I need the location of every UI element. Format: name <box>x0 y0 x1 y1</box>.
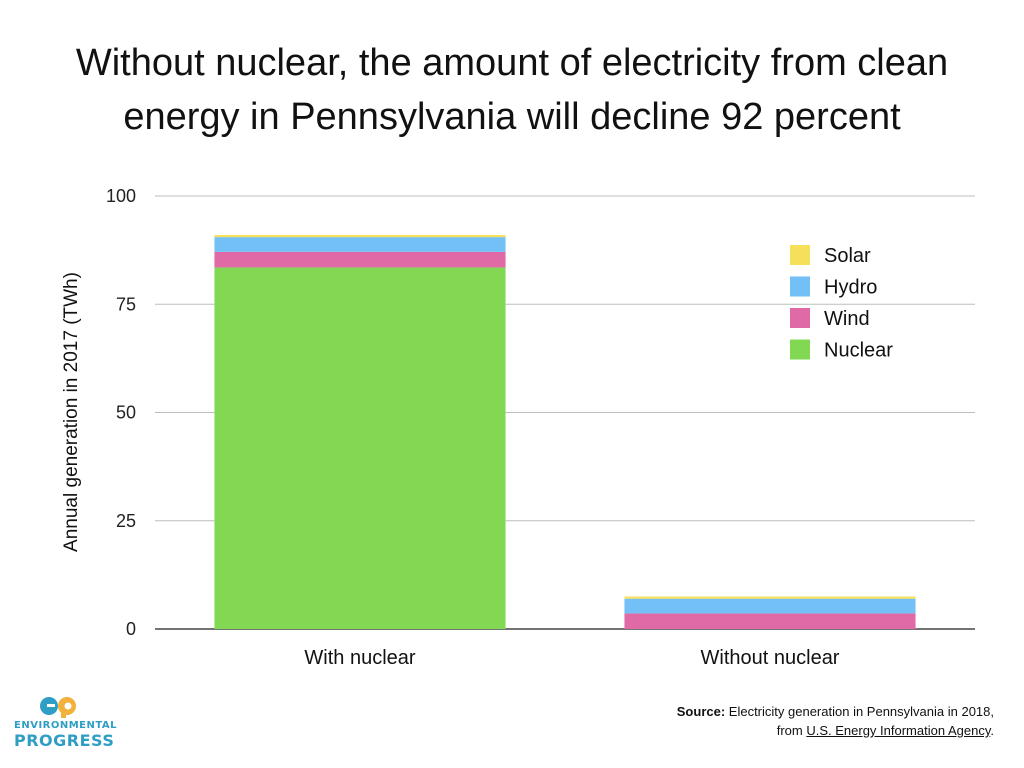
chart-title: Without nuclear, the amount of electrici… <box>20 36 1004 144</box>
bar-segment-nuclear-1 <box>214 267 506 629</box>
y-tick-label: 75 <box>116 294 136 314</box>
source-lead: Source: <box>676 704 726 719</box>
x-category-label: With nuclear <box>304 647 415 669</box>
legend-label-hydro: Hydro <box>824 277 877 299</box>
logo-text-line-2: PROGRESS <box>14 731 115 750</box>
environmental-progress-logo: ENVIRONMENTAL PROGRESS <box>14 694 118 754</box>
chart-title-line-1: Without nuclear, the amount of electrici… <box>75 42 949 84</box>
legend-label-nuclear: Nuclear <box>824 340 893 362</box>
legend-swatch-nuclear <box>790 339 810 360</box>
source-line-2: from U.S. Energy Information Agency. <box>394 721 994 740</box>
logo-text-line-1: ENVIRONMENTAL <box>14 720 118 731</box>
legend-swatch-solar <box>790 245 810 265</box>
bar-segment-wind-1 <box>214 251 506 268</box>
y-tick-label: 0 <box>126 619 136 639</box>
bar-segment-wind-2 <box>624 613 916 629</box>
bar-segment-hydro-1 <box>214 237 506 252</box>
source-prefix: from <box>776 723 807 738</box>
y-axis-title: Annual generation in 2017 (TWh) <box>61 272 82 552</box>
source-line-1: Source: Electricity generation in Pennsy… <box>394 702 994 721</box>
legend-label-solar: Solar <box>824 245 871 267</box>
source-note: Source: Electricity generation in Pennsy… <box>394 702 994 740</box>
y-tick-label: 50 <box>116 403 136 423</box>
bar-segment-solar-2 <box>624 596 916 599</box>
legend-swatch-wind <box>790 308 810 328</box>
legend-swatch-hydro <box>790 276 810 297</box>
legend-label-wind: Wind <box>824 308 870 330</box>
chart-title-line-2: energy in Pennsylvania will decline 92 p… <box>123 96 901 138</box>
source-suffix: . <box>990 723 994 738</box>
y-tick-label: 25 <box>116 511 136 531</box>
source-description: Electricity generation in Pennsylvania i… <box>725 704 994 719</box>
bar-segment-hydro-2 <box>624 598 916 614</box>
logo-mark-icon <box>40 697 76 718</box>
bar-segment-solar-1 <box>214 234 506 238</box>
y-tick-label: 100 <box>106 186 136 206</box>
bars <box>214 234 916 629</box>
x-axis-categories: With nuclear Without nuclear <box>304 647 839 669</box>
source-link[interactable]: U.S. Energy Information Agency <box>806 723 991 738</box>
y-axis-ticks: 0 25 50 75 100 <box>106 186 136 639</box>
x-category-label: Without nuclear <box>701 647 840 669</box>
legend: Solar Hydro Wind Nuclear <box>790 245 893 362</box>
